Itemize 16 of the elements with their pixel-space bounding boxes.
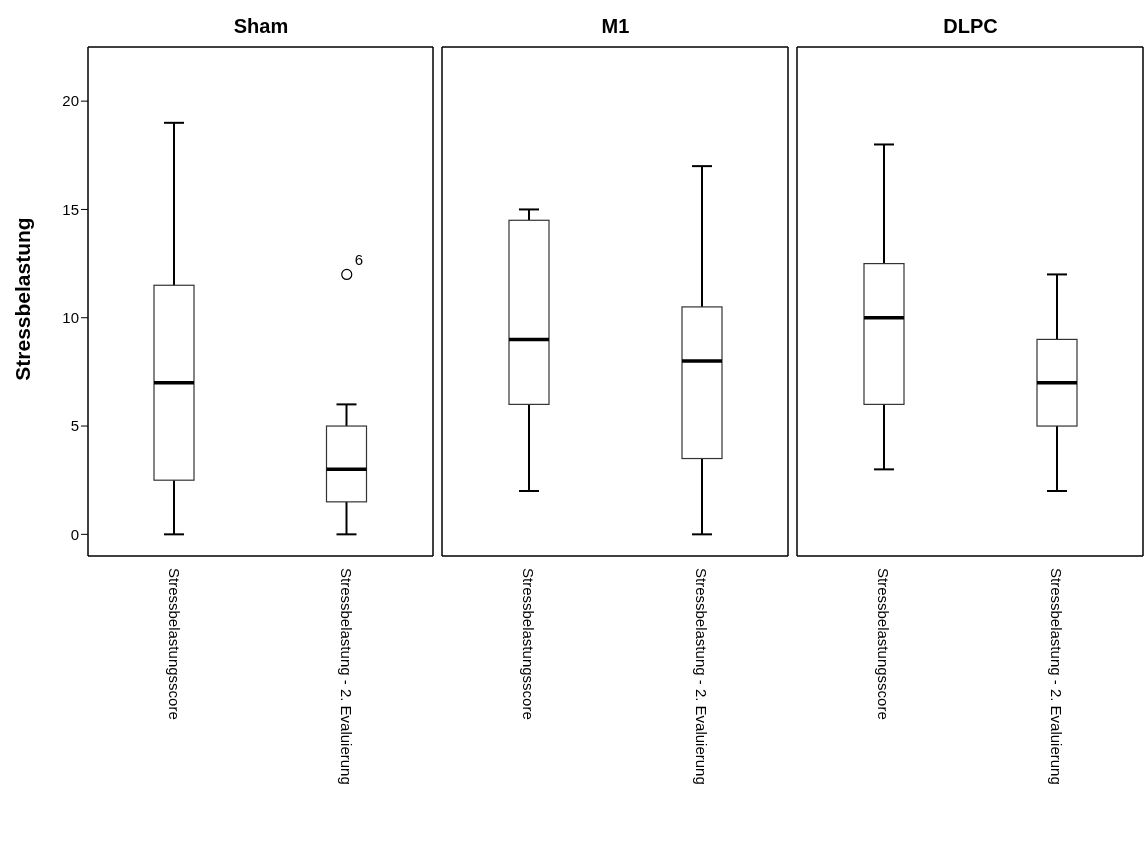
x-tick-label: Stressbelastung - 2. Evaluierung <box>1048 568 1065 785</box>
x-tick-label: Stressbelastungsscore <box>165 568 183 720</box>
y-tick-label: 0 <box>70 525 79 543</box>
chart-title: DLPC <box>942 14 999 39</box>
chart-title: Sham <box>232 14 290 39</box>
chart-title: M1 <box>600 14 631 39</box>
y-tick-label: 15 <box>62 200 79 218</box>
y-axis-title: Stressbelastung <box>11 217 35 381</box>
x-tick-label: Stressbelastungsscore <box>875 568 892 720</box>
y-tick-label: 10 <box>62 309 79 327</box>
annotation: 6 <box>354 251 364 269</box>
x-tick-label: Stressbelastung - 2. Evaluierung <box>693 568 710 785</box>
y-tick-label: 5 <box>70 417 79 435</box>
x-tick-label: Stressbelastungsscore <box>520 568 537 720</box>
x-tick-label: Stressbelastung - 2. Evaluierung <box>338 568 356 785</box>
y-tick-label: 20 <box>62 92 79 110</box>
